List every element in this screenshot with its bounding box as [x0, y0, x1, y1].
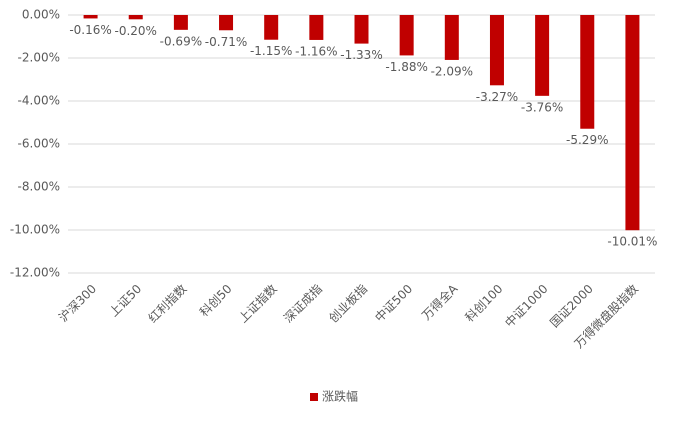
data-label: -3.76%	[521, 100, 563, 114]
bar	[354, 15, 369, 44]
data-label: -1.33%	[340, 48, 382, 62]
data-label: -0.20%	[115, 24, 157, 38]
legend-label: 涨跌幅	[322, 389, 358, 404]
bar	[128, 15, 143, 20]
x-tick-label: 科创100	[462, 282, 505, 325]
data-label: -0.16%	[69, 23, 111, 37]
y-tick-label: -2.00%	[18, 51, 60, 65]
data-label: -0.69%	[160, 34, 202, 48]
data-label: -3.27%	[476, 90, 518, 104]
data-label: -1.15%	[250, 44, 292, 58]
x-tick-label: 万得全A	[419, 280, 461, 322]
y-tick-label: -6.00%	[18, 137, 60, 151]
bar	[399, 15, 414, 56]
data-label: -1.16%	[295, 44, 337, 58]
bar	[264, 15, 279, 40]
bar	[173, 15, 188, 30]
bar	[309, 15, 324, 40]
y-tick-label: -4.00%	[18, 94, 60, 108]
y-tick-label: -10.00%	[10, 223, 60, 237]
data-label: -10.01%	[607, 235, 657, 249]
y-tick-label: -12.00%	[10, 266, 60, 280]
bar	[219, 15, 234, 31]
data-label: -2.09%	[431, 64, 473, 78]
x-tick-label: 创业板指	[326, 281, 371, 326]
x-tick-label: 红利指数	[145, 281, 190, 326]
x-tick-label: 上证指数	[235, 281, 280, 326]
bar	[444, 15, 459, 60]
x-tick-label: 上证50	[107, 282, 145, 320]
bar	[580, 15, 595, 129]
x-tick-label: 中证500	[371, 281, 415, 325]
y-tick-label: -8.00%	[18, 180, 60, 194]
data-label: -0.71%	[205, 35, 247, 49]
data-label: -5.29%	[566, 133, 608, 147]
y-tick-label: 0.00%	[22, 8, 60, 22]
data-label: -1.88%	[385, 60, 427, 74]
bar	[625, 15, 640, 231]
bar	[489, 15, 504, 86]
bar	[535, 15, 550, 96]
legend-swatch	[310, 393, 318, 401]
bar	[83, 15, 98, 19]
x-tick-label: 沪深300	[56, 282, 99, 325]
x-tick-label: 深证成指	[280, 281, 325, 326]
x-tick-label: 中证1000	[502, 281, 551, 330]
x-tick-label: 科创50	[197, 282, 235, 320]
